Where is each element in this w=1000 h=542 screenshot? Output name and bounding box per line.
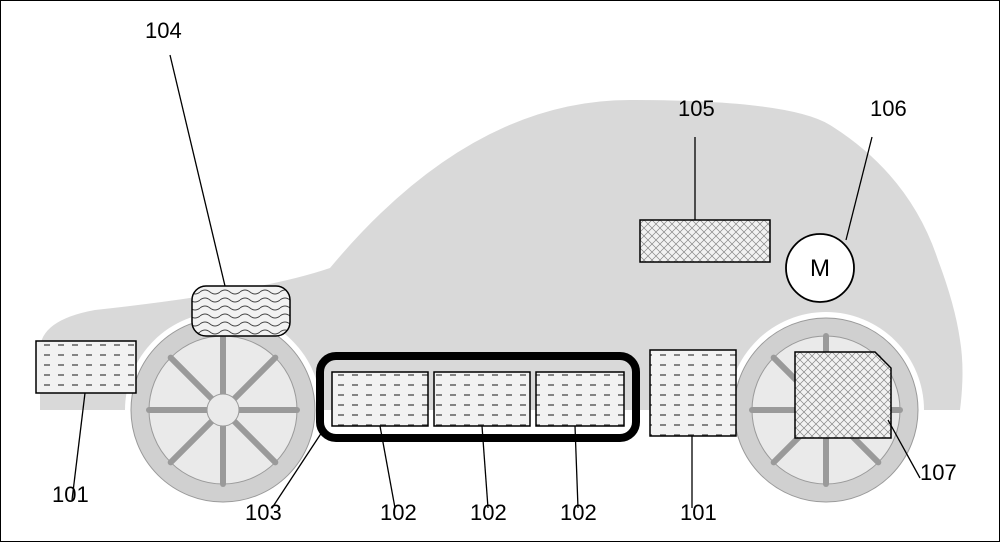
motor-letter: M <box>810 255 830 282</box>
label-106: 106 <box>870 96 907 121</box>
label-101r: 101 <box>680 500 717 525</box>
component-103 <box>192 286 290 336</box>
lead-line-104 <box>170 55 225 286</box>
label-104: 104 <box>145 18 182 43</box>
label-105: 105 <box>678 96 715 121</box>
wheel-rear <box>131 318 315 502</box>
label-102b: 102 <box>470 500 507 525</box>
label-102a: 102 <box>380 500 417 525</box>
component-101-right <box>650 350 736 436</box>
component-102-3 <box>536 372 624 426</box>
component-107 <box>795 352 891 438</box>
label-102c: 102 <box>560 500 597 525</box>
label-101: 101 <box>52 482 89 507</box>
component-102-2 <box>434 372 530 426</box>
component-102-1 <box>332 372 428 426</box>
component-105 <box>640 220 770 262</box>
diagram-canvas: M 104 105 106 101 103 102 102 102 101 107 <box>0 0 1000 542</box>
component-101-left <box>36 341 136 393</box>
label-103: 103 <box>245 500 282 525</box>
label-107: 107 <box>920 460 957 485</box>
